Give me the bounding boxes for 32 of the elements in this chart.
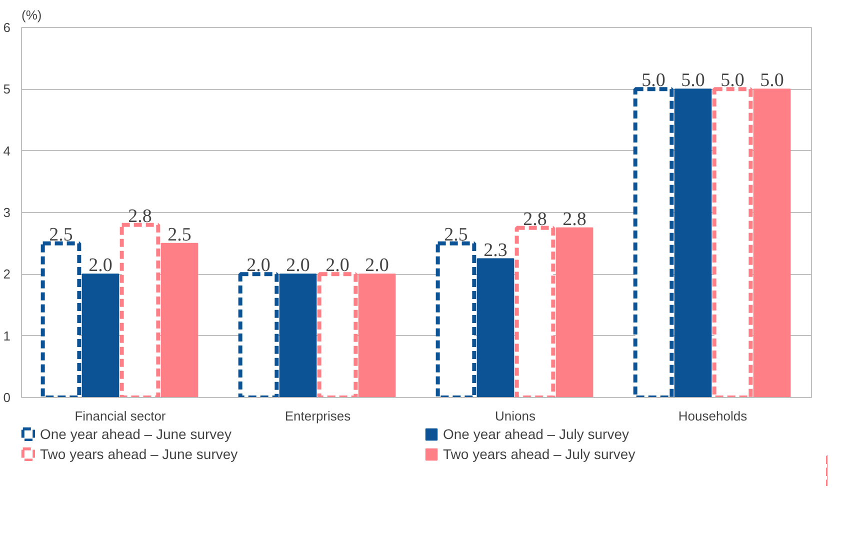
- x-tick-label: Financial sector: [74, 408, 166, 424]
- legend-label: One year ahead – July survey: [443, 426, 630, 442]
- legend-label: Two years ahead – July survey: [443, 446, 636, 462]
- data-label: 2.0: [365, 255, 389, 276]
- y-tick-label: 4: [3, 143, 11, 158]
- data-label: 2.3: [484, 240, 508, 261]
- y-tick-label: 6: [3, 20, 11, 35]
- y-tick-label: 1: [3, 328, 11, 344]
- data-label: 5.0: [720, 70, 744, 92]
- y-tick-label: 3: [3, 205, 11, 220]
- data-label: 2.5: [444, 224, 468, 246]
- data-label: 2.0: [286, 255, 310, 276]
- data-label: 2.5: [168, 224, 192, 246]
- legend-label: One year ahead – June survey: [40, 426, 232, 442]
- y-axis-title: (%): [22, 8, 42, 22]
- x-tick-label: Enterprises: [284, 408, 352, 424]
- data-label: 5.0: [760, 70, 784, 92]
- data-label: 5.0: [681, 70, 705, 92]
- x-tick-label: Households: [678, 408, 748, 424]
- legend-label: Two years ahead – June survey: [40, 446, 239, 462]
- y-tick-label: 5: [3, 82, 11, 97]
- data-label: 5.0: [642, 70, 666, 92]
- data-label: 2.0: [326, 255, 350, 276]
- data-label: 2.0: [88, 255, 112, 276]
- data-label: 2.8: [128, 206, 152, 227]
- data-label: 2.8: [562, 208, 586, 230]
- x-tick-label: Unions: [495, 408, 536, 424]
- y-tick-label: 0: [3, 390, 11, 405]
- data-label: 2.8: [523, 208, 547, 230]
- data-label: 2.5: [49, 224, 73, 246]
- y-tick-label: 2: [3, 266, 11, 282]
- data-label: 2.0: [246, 255, 270, 276]
